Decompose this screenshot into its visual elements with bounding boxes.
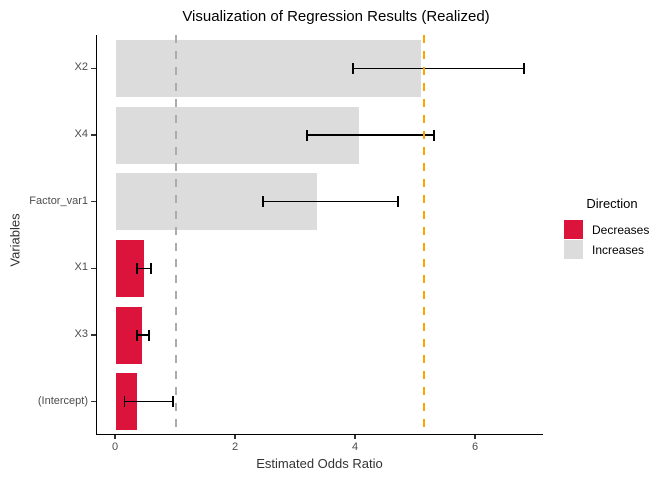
error-cap-low-x4 xyxy=(306,129,308,141)
y-tick-mark-x3 xyxy=(91,334,96,336)
error-bar-x4 xyxy=(306,134,434,136)
legend-title: Direction xyxy=(586,196,638,211)
error-cap-high-factorvar1 xyxy=(397,196,399,208)
x-tick-label-4: 4 xyxy=(351,441,359,453)
legend-entries: Decreases Increases xyxy=(564,220,660,259)
realized-reference-line xyxy=(422,35,426,435)
legend-swatch-decreases xyxy=(564,220,583,239)
y-tick-label-factorvar1: Factor_var1 xyxy=(29,194,88,207)
x-tick-mark-2 xyxy=(234,435,236,439)
legend-swatch-increases xyxy=(564,240,583,259)
y-tick-label-intercept: (Intercept) xyxy=(37,394,88,407)
error-bar-factorvar1 xyxy=(263,200,398,203)
x-tick-label-6: 6 xyxy=(471,441,479,453)
plot-panel xyxy=(96,35,543,435)
error-cap-high-x3 xyxy=(148,329,150,341)
x-tick-mark-4 xyxy=(354,435,356,439)
y-tick-label-x1: X1 xyxy=(74,261,88,274)
legend-label-increases: Increases xyxy=(592,242,645,257)
y-tick-mark-factorvar1 xyxy=(91,200,96,203)
y-axis-title: Variables xyxy=(7,213,23,267)
y-tick-mark-x1 xyxy=(91,267,96,270)
legend: Direction Decreases Increases xyxy=(564,196,660,260)
error-cap-high-intercept xyxy=(172,396,174,408)
y-tick-label-x2: X2 xyxy=(74,61,88,74)
error-bar-intercept xyxy=(124,400,173,403)
x-tick-label-0: 0 xyxy=(111,441,119,453)
y-tick-label-x3: X3 xyxy=(74,328,88,340)
legend-label-decreases: Decreases xyxy=(592,222,650,237)
x-tick-label-2: 2 xyxy=(231,441,239,453)
x-tick-mark-0 xyxy=(114,435,116,439)
legend-entry-decreases: Decreases xyxy=(564,220,660,239)
y-tick-mark-x4 xyxy=(91,134,96,136)
error-cap-low-factorvar1 xyxy=(262,196,264,208)
legend-entry-increases: Increases xyxy=(564,240,660,259)
y-tick-mark-x2 xyxy=(91,67,96,70)
error-bar-x1 xyxy=(137,267,151,270)
y-tick-label-x4: X4 xyxy=(74,128,88,140)
y-tick-mark-intercept xyxy=(91,400,96,403)
error-cap-low-x1 xyxy=(136,262,138,274)
x-axis-title: Estimated Odds Ratio xyxy=(256,456,383,471)
error-bar-x2 xyxy=(353,67,524,70)
error-cap-high-x4 xyxy=(433,129,435,141)
plot-title: Visualization of Regression Results (Rea… xyxy=(182,8,490,25)
error-cap-low-intercept xyxy=(123,396,126,408)
x-tick-mark-6 xyxy=(474,435,476,439)
error-cap-high-x1 xyxy=(150,262,152,274)
error-cap-low-x2 xyxy=(352,62,354,74)
null-reference-line xyxy=(175,35,177,435)
error-cap-high-x2 xyxy=(523,62,525,74)
error-bar-x3 xyxy=(137,334,149,336)
error-cap-low-x3 xyxy=(136,329,138,341)
